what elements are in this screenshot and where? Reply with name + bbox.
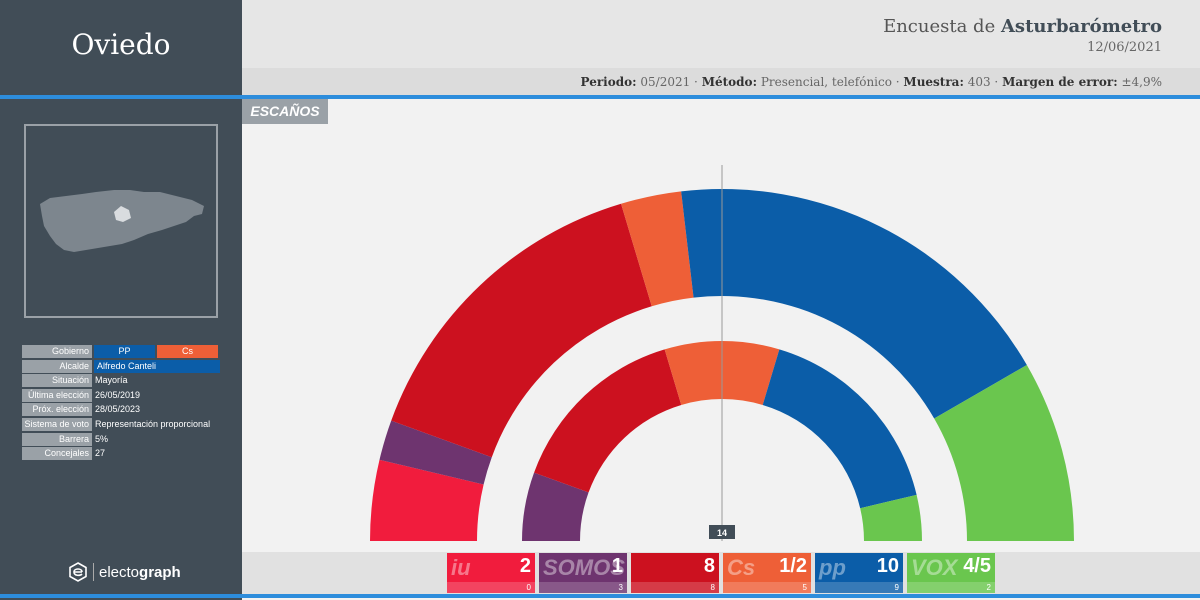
seat-estimate-label: 1: [611, 555, 623, 577]
footer-divider: [0, 594, 1200, 598]
poll-meta-bar: Periodo: 05/2021 · Método: Presencial, t…: [242, 68, 1200, 95]
meta-value: ±4,9%: [1121, 75, 1162, 89]
city-title: Oviedo: [71, 28, 171, 61]
legend-chip-pp: pp 10 9: [815, 553, 903, 593]
info-row-gobierno: Gobierno PP Cs: [22, 345, 220, 358]
seat-arc-estimate-somos: [379, 420, 492, 485]
info-row-prox: Próx. elección 28/05/2023: [22, 403, 220, 417]
seat-arc-estimate-psoe: [391, 203, 652, 458]
poll-title: Encuesta de Asturbarómetro: [883, 16, 1162, 37]
info-row-ultima: Última elección 26/05/2019: [22, 388, 220, 402]
parliament-chart: 14: [370, 165, 1074, 541]
info-row-situacion: Situación Mayoría: [22, 374, 220, 388]
info-value: Representación proporcional: [95, 418, 211, 429]
majority-label: 14: [717, 528, 727, 538]
meta-value: 05/2021 ·: [640, 75, 698, 89]
seat-arc-previous-psoe: [534, 349, 682, 493]
info-label: Concejales: [22, 447, 92, 461]
previous-seats-label: 5: [723, 582, 811, 593]
seat-estimate-label: 4/5: [963, 555, 991, 577]
legend-chip-iu: iu 2 0: [447, 553, 535, 593]
info-row-concejales: Concejales 27: [22, 447, 220, 461]
seat-arc-previous-somos: [522, 472, 589, 541]
seat-arc-previous-pp: [762, 349, 917, 509]
info-value: 5%: [95, 433, 109, 444]
info-label: Barrera: [22, 432, 92, 446]
brand: electograph: [68, 562, 181, 582]
info-label: Alcalde: [22, 359, 92, 373]
pollster-name: Asturbarómetro: [1000, 16, 1162, 37]
party-logo-cs: Cs: [727, 555, 756, 580]
seat-estimate-label: 8: [703, 555, 715, 577]
meta-label: Método:: [701, 75, 757, 89]
previous-seats-label: 2: [907, 582, 995, 593]
party-logo-pp: pp: [819, 555, 846, 580]
meta-label: Periodo:: [580, 75, 637, 89]
info-label: Última elección: [22, 388, 92, 402]
seat-arc-estimate-cs: [621, 191, 694, 307]
asturias-map-icon: [40, 190, 204, 252]
header-divider: [0, 95, 1200, 99]
seat-arc-estimate-vox: [934, 365, 1074, 541]
seat-estimate-label: 10: [876, 555, 899, 577]
sidebar: Oviedo Gobierno PP Cs Alcalde Alfredo Ca…: [0, 0, 242, 600]
info-value: 26/05/2019: [95, 389, 141, 400]
party-logo-somos: SOMOS: [543, 555, 625, 580]
poll-title-prefix: Encuesta de: [883, 16, 996, 37]
info-value: 27: [95, 448, 106, 459]
gov-party-pp: PP: [94, 345, 155, 358]
info-value: 28/05/2023: [95, 404, 141, 415]
header: Encuesta de Asturbarómetro 12/06/2021: [242, 0, 1200, 68]
poll-date: 12/06/2021: [1087, 40, 1162, 55]
seat-arc-previous-vox: [860, 494, 922, 541]
section-label: ESCAÑOS: [242, 99, 328, 124]
info-row-barrera: Barrera 5%: [22, 432, 220, 446]
seat-estimate-label: 2: [519, 555, 531, 577]
meta-label: Muestra:: [903, 75, 964, 89]
info-label: Gobierno: [22, 345, 92, 358]
party-logo-iu: iu: [451, 555, 471, 580]
info-label: Situación: [22, 374, 92, 388]
legend-chip-cs: Cs 1/2 5: [723, 553, 811, 593]
info-row-alcalde: Alcalde Alfredo Canteli: [22, 359, 220, 373]
legend-chip-vox: VOX 4/5 2: [907, 553, 995, 593]
seat-arc-estimate-pp: [681, 189, 1027, 419]
previous-seats-label: 8: [631, 582, 719, 593]
brand-name: electograph: [99, 564, 181, 581]
info-value: Mayoría: [95, 375, 128, 386]
legend-chip-somos: SOMOS 1 3: [539, 553, 627, 593]
previous-seats-label: 3: [539, 582, 627, 593]
poll-meta-text: Periodo: 05/2021 · Método: Presencial, t…: [581, 75, 1162, 89]
gov-party-cs: Cs: [157, 345, 218, 358]
info-value: Alfredo Canteli: [94, 359, 220, 373]
party-logo-vox: VOX: [911, 555, 958, 580]
meta-value: 403 ·: [967, 75, 999, 89]
previous-seats-label: 9: [815, 582, 903, 593]
brand-name-bold: graph: [139, 563, 181, 581]
info-row-sistema: Sistema de voto Representación proporcio…: [22, 417, 220, 431]
info-table: Gobierno PP Cs Alcalde Alfredo Canteli S…: [22, 345, 220, 462]
map-frame: [24, 124, 218, 318]
seat-estimate-label: 1/2: [779, 555, 807, 577]
majority-badge: [709, 525, 735, 539]
info-label: Sistema de voto: [22, 417, 92, 431]
meta-value: Presencial, telefónico ·: [760, 75, 900, 89]
seat-arc-estimate-iu: [370, 459, 484, 541]
legend-bar: [242, 552, 1200, 594]
meta-label: Margen de error:: [1002, 75, 1118, 89]
brand-separator: [93, 563, 94, 581]
info-label: Próx. elección: [22, 403, 92, 417]
electograph-logo-icon: [69, 562, 87, 582]
brand-name-pre: electo: [99, 563, 140, 581]
previous-seats-label: 0: [447, 582, 535, 593]
